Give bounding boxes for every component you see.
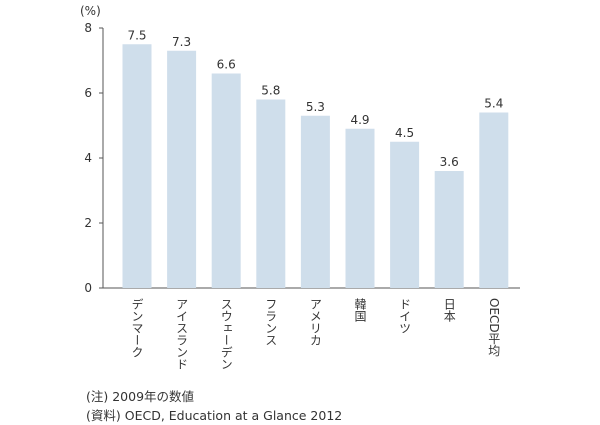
bar bbox=[167, 50, 197, 288]
category-label: 日本 bbox=[442, 298, 456, 323]
bar bbox=[256, 99, 286, 288]
bar bbox=[345, 128, 375, 288]
category-label: デンマーク bbox=[130, 298, 144, 358]
bar-group bbox=[122, 44, 509, 288]
category-label: アメリカ bbox=[308, 298, 322, 346]
category-label: アイスランド bbox=[175, 298, 189, 370]
bar bbox=[434, 171, 464, 288]
bar bbox=[122, 44, 152, 288]
value-label-group: 7.5 7.3 6.6 5.8 5.3 4.9 4.5 3.6 5.4 bbox=[127, 28, 503, 169]
bar bbox=[479, 112, 509, 288]
category-label: OECD平均 bbox=[487, 298, 501, 357]
y-tick-label: 4 bbox=[84, 151, 92, 165]
category-label: ドイツ bbox=[398, 298, 412, 334]
bar-value-label: 5.8 bbox=[261, 84, 280, 98]
category-label: フランス bbox=[264, 298, 278, 346]
y-axis-ticks: 0 2 4 6 8 bbox=[84, 21, 103, 295]
y-tick-label: 0 bbox=[84, 281, 92, 295]
category-label-group: デンマーク アイスランド スウェーデン フランス アメリカ 韓国 ドイツ 日本 OECD平均 bbox=[130, 298, 501, 370]
bar-value-label: 4.9 bbox=[350, 113, 369, 127]
bar-value-label: 7.3 bbox=[172, 35, 191, 49]
y-tick-label: 6 bbox=[84, 86, 92, 100]
category-label: スウェーデン bbox=[219, 298, 233, 370]
bar-value-label: 4.5 bbox=[395, 126, 414, 140]
bar-value-label: 5.3 bbox=[306, 100, 325, 114]
y-axis-unit-label: (%) bbox=[80, 4, 101, 18]
bar bbox=[300, 115, 330, 288]
category-label: 韓国 bbox=[353, 298, 367, 322]
bar bbox=[211, 73, 241, 288]
bar bbox=[390, 141, 420, 288]
source-note: (資料) OECD, Education at a Glance 2012 bbox=[86, 408, 343, 423]
y-tick-label: 2 bbox=[84, 216, 92, 230]
bar-value-label: 3.6 bbox=[440, 155, 459, 169]
bar-value-label: 7.5 bbox=[127, 28, 146, 42]
y-tick-label: 8 bbox=[84, 21, 92, 35]
bar-value-label: 5.4 bbox=[484, 97, 503, 111]
bar-value-label: 6.6 bbox=[217, 58, 236, 72]
footnote: (注) 2009年の数値 bbox=[86, 389, 195, 404]
bar-chart: (%) 0 2 4 6 8 7.5 7.3 6.6 5.8 5.3 4.9 4.5 3.6 5.4 デン… bbox=[80, 4, 520, 370]
